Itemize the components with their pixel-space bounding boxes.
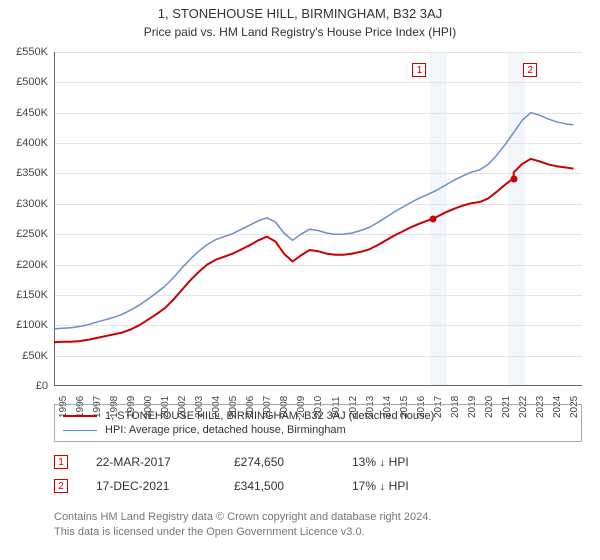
- y-axis-label: £150K: [0, 289, 48, 301]
- footnote: Contains HM Land Registry data © Crown c…: [54, 510, 582, 540]
- y-axis-label: £550K: [0, 46, 48, 58]
- page-subtitle: Price paid vs. HM Land Registry's House …: [0, 21, 600, 43]
- sale-delta: 13% ↓ HPI: [352, 455, 472, 469]
- sale-row: 1 22-MAR-2017 £274,650 13% ↓ HPI: [54, 450, 582, 474]
- legend: 1, STONEHOUSE HILL, BIRMINGHAM, B32 3AJ …: [54, 404, 582, 442]
- legend-swatch: [63, 430, 97, 431]
- y-axis-label: £350K: [0, 167, 48, 179]
- sale-price: £341,500: [234, 479, 324, 493]
- legend-row: HPI: Average price, detached house, Birm…: [63, 423, 573, 437]
- sale-marker-box: 2: [54, 479, 68, 493]
- y-axis-label: £200K: [0, 259, 48, 271]
- series-property: [54, 159, 574, 342]
- legend-row: 1, STONEHOUSE HILL, BIRMINGHAM, B32 3AJ …: [63, 409, 573, 423]
- footnote-line: This data is licensed under the Open Gov…: [54, 525, 582, 540]
- footnote-line: Contains HM Land Registry data © Crown c…: [54, 510, 582, 525]
- series-hpi: [54, 113, 574, 329]
- y-axis-label: £0: [0, 380, 48, 392]
- legend-swatch: [63, 415, 97, 417]
- y-axis-label: £50K: [0, 350, 48, 362]
- sales-table: 1 22-MAR-2017 £274,650 13% ↓ HPI 2 17-DEC-202…: [54, 450, 582, 498]
- y-axis-label: £100K: [0, 319, 48, 331]
- price-chart: £0£50K£100K£150K£200K£250K£300K£350K£400…: [54, 52, 582, 386]
- chart-lines: [54, 52, 582, 386]
- legend-label: 1, STONEHOUSE HILL, BIRMINGHAM, B32 3AJ …: [105, 410, 434, 422]
- sale-date: 22-MAR-2017: [96, 455, 206, 469]
- sale-date: 17-DEC-2021: [96, 479, 206, 493]
- sale-marker-box: 1: [54, 455, 68, 469]
- y-axis-label: £500K: [0, 76, 48, 88]
- y-axis-label: £250K: [0, 228, 48, 240]
- y-axis-label: £450K: [0, 107, 48, 119]
- page-title: 1, STONEHOUSE HILL, BIRMINGHAM, B32 3AJ: [0, 0, 600, 21]
- y-axis-label: £400K: [0, 137, 48, 149]
- sale-row: 2 17-DEC-2021 £341,500 17% ↓ HPI: [54, 474, 582, 498]
- legend-label: HPI: Average price, detached house, Birm…: [105, 424, 346, 436]
- sale-price: £274,650: [234, 455, 324, 469]
- y-axis-label: £300K: [0, 198, 48, 210]
- sale-delta: 17% ↓ HPI: [352, 479, 472, 493]
